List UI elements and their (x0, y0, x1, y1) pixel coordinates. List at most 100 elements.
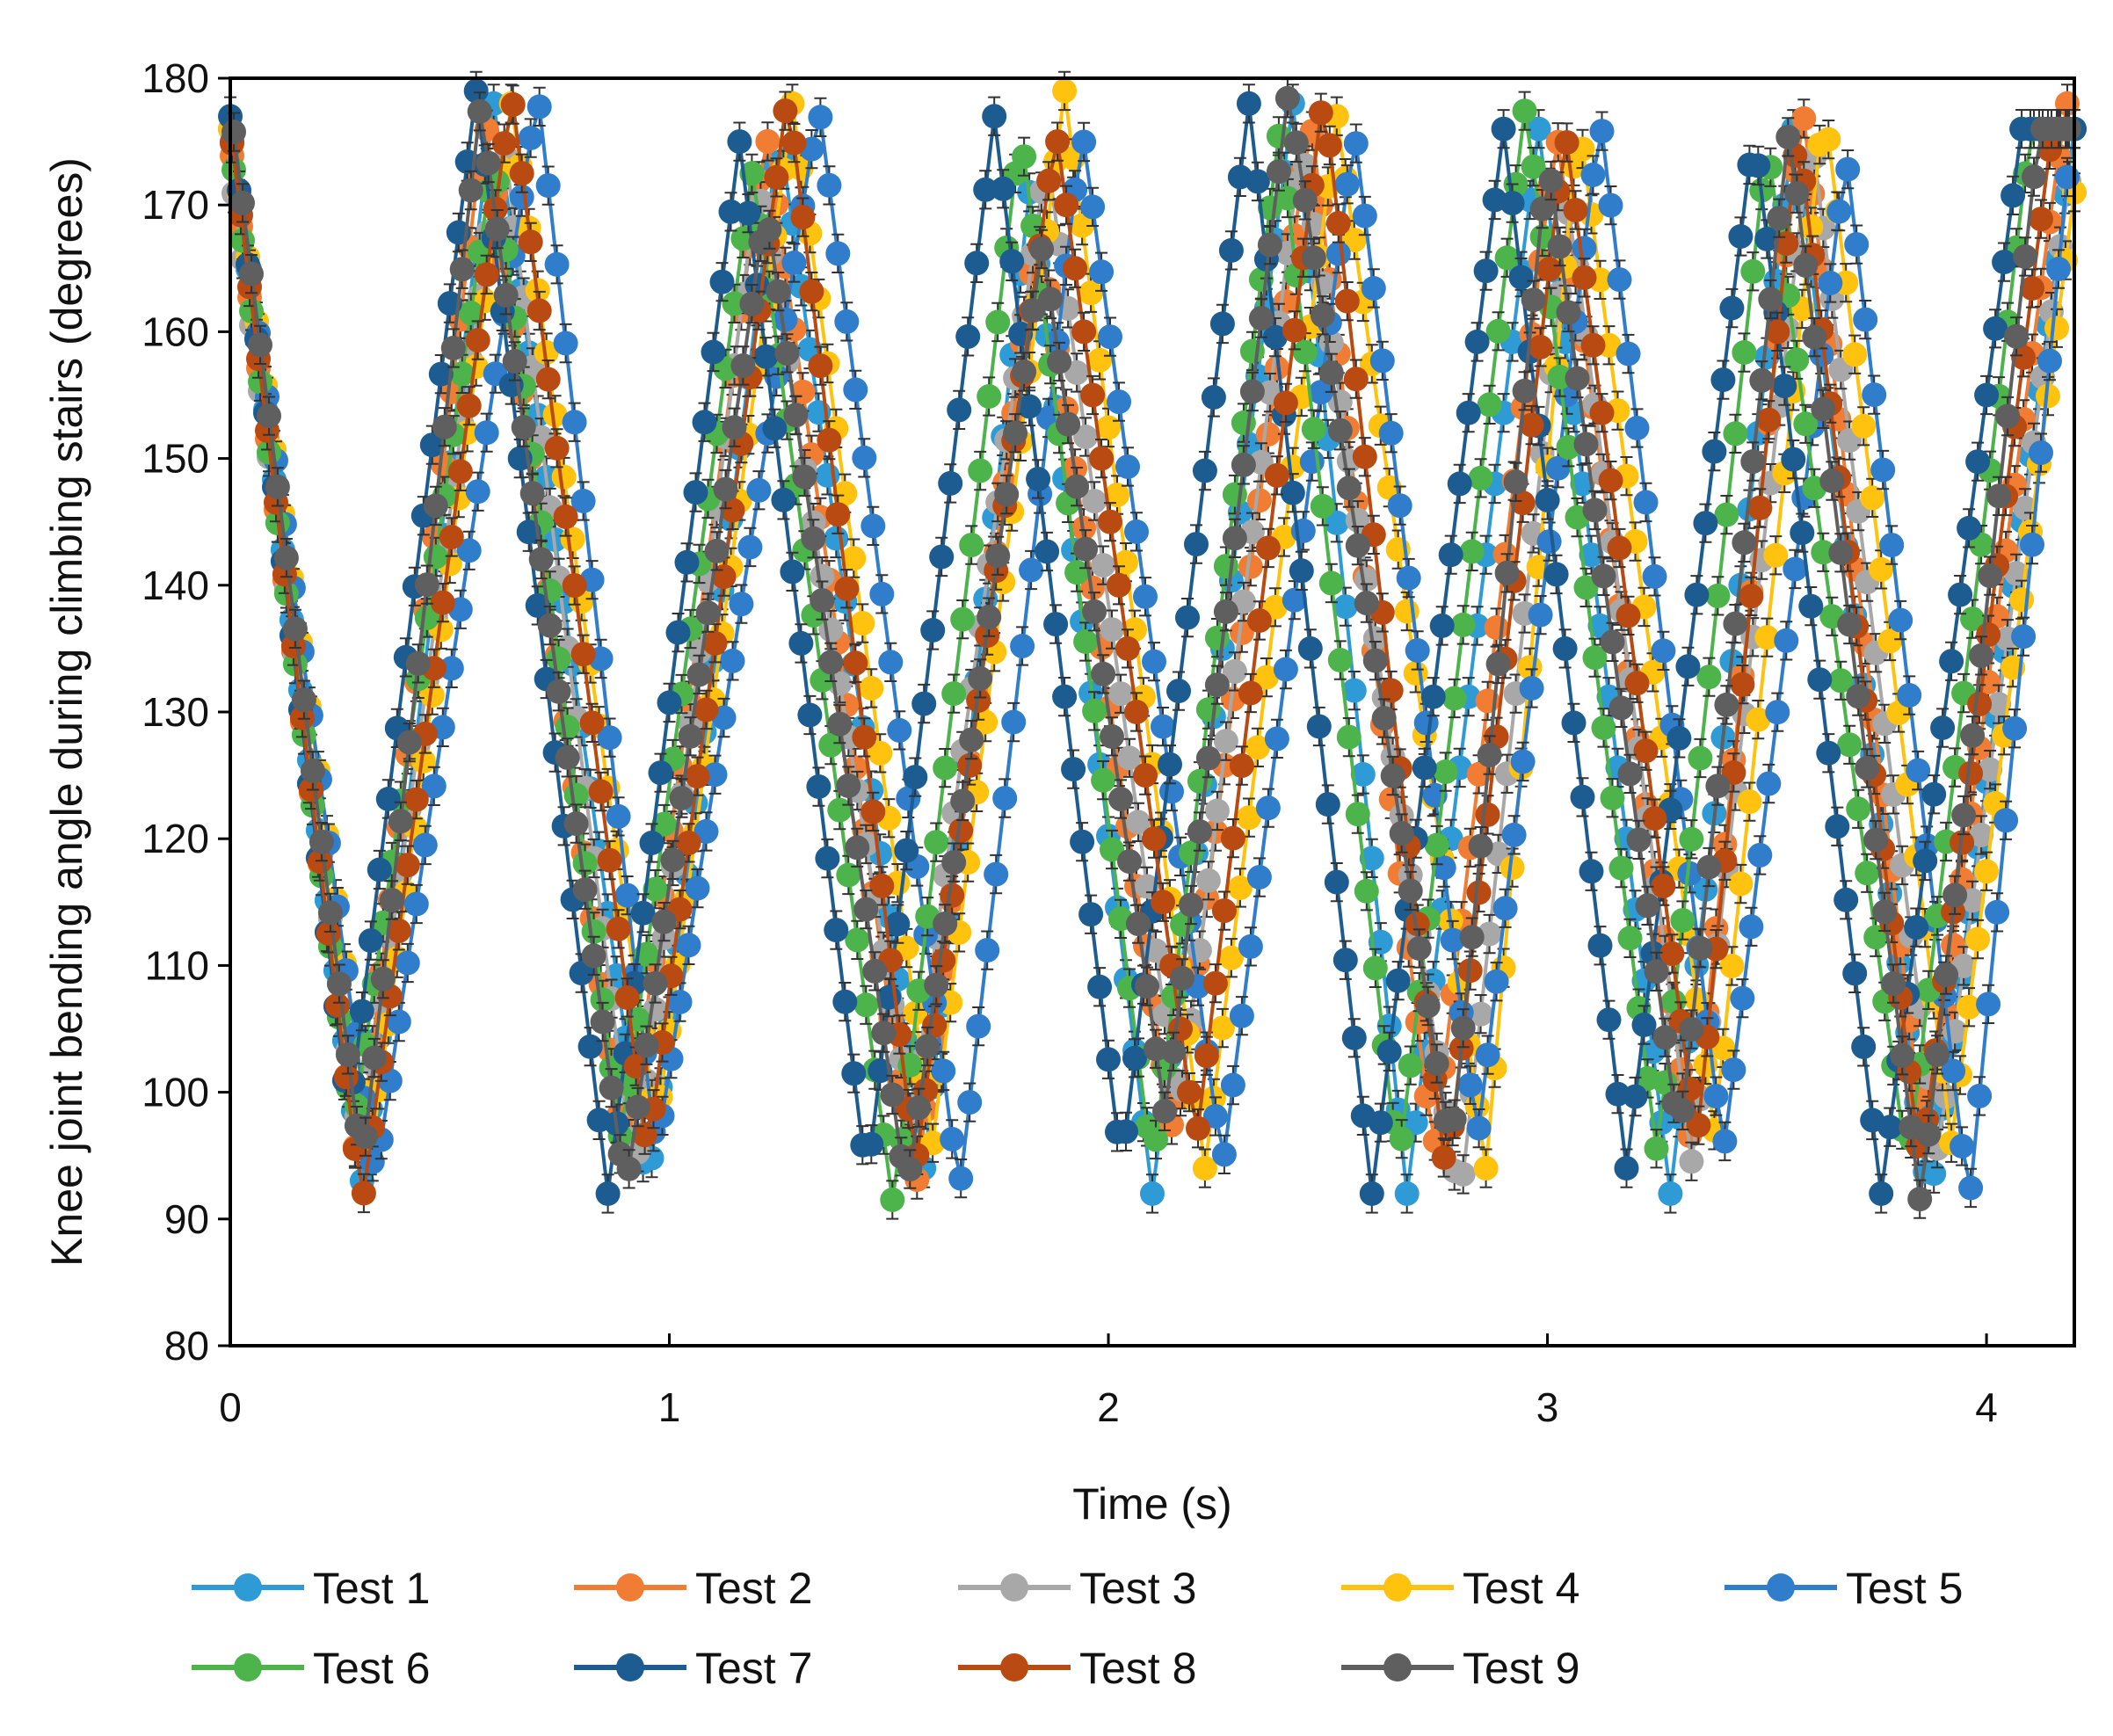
data-point (1089, 446, 1115, 471)
data-point (810, 563, 835, 589)
data-point (403, 891, 429, 917)
data-point (1001, 709, 1027, 735)
data-point (1115, 636, 1140, 661)
data-point (1696, 854, 1722, 880)
data-point (1318, 570, 1344, 596)
data-point (367, 857, 392, 883)
data-point (1070, 213, 1095, 238)
data-point (535, 173, 561, 199)
data-point (1334, 288, 1360, 314)
data-point (959, 533, 984, 558)
data-point (388, 809, 413, 834)
data-point (924, 972, 949, 998)
data-point (265, 474, 290, 499)
data-point (326, 971, 352, 997)
data-point (419, 683, 445, 708)
data-point (1038, 287, 1064, 312)
data-point (1976, 991, 2001, 1017)
data-point (885, 912, 911, 937)
data-point (414, 572, 439, 598)
data-point (1194, 1043, 1219, 1069)
data-point (1877, 628, 1903, 654)
data-point (519, 481, 545, 506)
data-point (1045, 129, 1071, 155)
data-point (1485, 651, 1511, 677)
data-point (1209, 1015, 1235, 1041)
data-point (1783, 556, 1808, 582)
data-point (920, 618, 946, 643)
data-point (1396, 565, 1421, 591)
data-point (1255, 795, 1281, 821)
data-point (352, 1124, 378, 1150)
data-point (1974, 382, 2000, 408)
data-point (1080, 194, 1106, 220)
data-point (825, 241, 851, 266)
data-point (1473, 1156, 1499, 1181)
data-point (361, 1045, 387, 1071)
data-point (2000, 183, 2026, 208)
data-point (1133, 763, 1158, 788)
data-point (1617, 926, 1643, 951)
data-point (1658, 1181, 1683, 1206)
y-tick-label: 80 (164, 1323, 209, 1369)
data-point (897, 1157, 923, 1182)
data-point (1737, 789, 1762, 815)
data-point (630, 900, 656, 926)
data-point (1359, 846, 1384, 871)
data-point (797, 702, 823, 728)
data-point (801, 526, 826, 551)
legend-label: Test 6 (313, 1644, 430, 1693)
data-point (651, 909, 677, 934)
data-point (493, 282, 519, 308)
data-point (1960, 723, 1986, 748)
data-point (1499, 191, 1525, 216)
data-point (1108, 681, 1133, 707)
data-point (1403, 1110, 1428, 1136)
data-point (1376, 1039, 1402, 1064)
data-point (569, 961, 594, 986)
data-point (1570, 784, 1595, 810)
x-tick-label: 1 (658, 1384, 681, 1430)
data-point (1229, 753, 1254, 779)
data-point (273, 545, 299, 570)
data-point (933, 755, 958, 781)
data-point (1958, 760, 1984, 786)
data-point (1091, 553, 1116, 578)
data-point (1325, 211, 1351, 236)
data-point (1282, 317, 1307, 343)
data-point (1107, 572, 1131, 598)
data-point (862, 958, 888, 984)
data-point (1026, 467, 1051, 491)
data-point (2020, 276, 2044, 301)
data-point (1591, 563, 1616, 589)
data-point (941, 850, 967, 875)
data-point (878, 650, 904, 675)
y-tick-label: 160 (142, 309, 209, 354)
data-point (1484, 615, 1509, 640)
data-point (1204, 672, 1230, 698)
data-point (1195, 745, 1221, 771)
data-point (1468, 1001, 1493, 1027)
data-point (950, 607, 976, 632)
data-point (1262, 324, 1288, 350)
data-point (766, 279, 791, 304)
data-point (1517, 655, 1543, 680)
data-point (757, 217, 782, 243)
data-point (982, 104, 1007, 129)
data-point (1791, 105, 1817, 131)
legend-marker (234, 1653, 262, 1682)
data-point (931, 1058, 956, 1084)
data-point (1114, 1119, 1138, 1144)
data-point (977, 605, 1002, 630)
data-point (781, 251, 807, 275)
data-point (783, 403, 809, 428)
data-point (968, 665, 993, 691)
data-point (808, 353, 833, 379)
data-point (1310, 302, 1335, 328)
data-point (1398, 878, 1423, 904)
data-point (1441, 1107, 1467, 1132)
data-point (1561, 710, 1587, 736)
data-point (1739, 584, 1764, 609)
data-point (657, 690, 682, 715)
data-point (1098, 324, 1122, 350)
